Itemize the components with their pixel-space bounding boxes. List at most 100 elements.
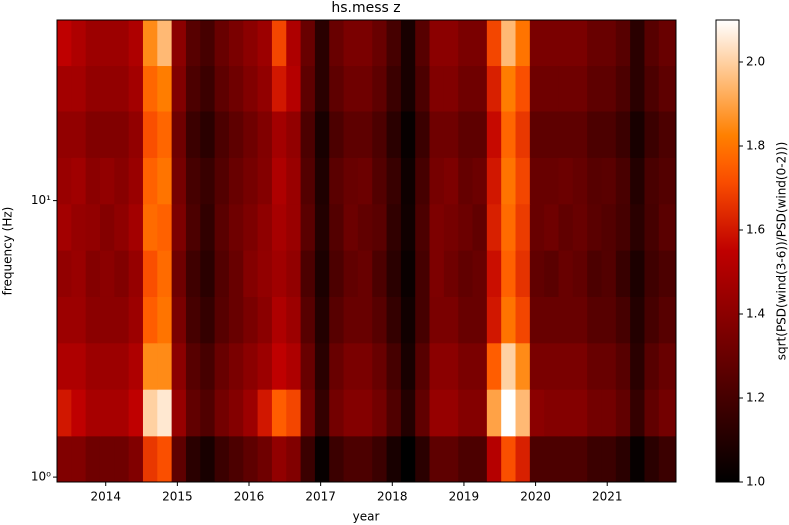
heatmap-cell (142, 296, 158, 344)
heatmap-cell (85, 111, 101, 158)
heatmap-cell (458, 111, 474, 158)
heatmap-cell (128, 65, 144, 112)
heatmap-cell (214, 65, 230, 112)
heatmap-cell (515, 157, 531, 205)
heatmap-cell (200, 435, 216, 483)
heatmap-cell (99, 342, 115, 390)
heatmap-cell (601, 111, 617, 158)
heatmap-cell (114, 250, 130, 297)
heatmap-cell (329, 435, 345, 483)
heatmap-cell (472, 296, 488, 344)
heatmap-cell (615, 296, 631, 344)
heatmap-cell (243, 157, 259, 205)
heatmap-cell (99, 435, 115, 483)
heatmap-cell (257, 296, 273, 344)
heatmap-cell (515, 342, 531, 390)
heatmap-cell (71, 20, 87, 67)
heatmap-cell (343, 65, 359, 112)
heatmap-cell (458, 250, 474, 297)
heatmap-cell (99, 20, 115, 67)
heatmap-cell (200, 65, 216, 112)
heatmap-cell (71, 296, 87, 344)
heatmap-cell (85, 435, 101, 483)
heatmap-cell (271, 20, 287, 67)
heatmap-cell (386, 250, 402, 297)
heatmap-cell (114, 342, 130, 390)
heatmap-cell (544, 342, 560, 390)
heatmap-cell (71, 157, 87, 205)
heatmap-cell (558, 435, 574, 483)
heatmap-cell (515, 296, 531, 344)
heatmap-cell (228, 342, 244, 390)
heatmap-cell (529, 65, 545, 112)
heatmap-cell (515, 20, 531, 67)
heatmap-cell (529, 157, 545, 205)
heatmap-cell (85, 65, 101, 112)
heatmap-cell (171, 389, 187, 437)
colorbar-tick-label: 1.8 (746, 139, 765, 153)
heatmap-cell (372, 111, 388, 158)
heatmap-cell (128, 203, 144, 251)
heatmap-cell (314, 157, 330, 205)
heatmap-cell (128, 389, 144, 437)
heatmap-cell (386, 20, 402, 67)
x-tick-label: 2018 (377, 490, 408, 504)
x-tick-label: 2016 (234, 490, 265, 504)
heatmap-cell (228, 435, 244, 483)
heatmap-cell (271, 111, 287, 158)
heatmap-cell (415, 389, 431, 437)
heatmap-cell (271, 250, 287, 297)
heatmap-cell (443, 157, 459, 205)
heatmap-cell (71, 65, 87, 112)
heatmap-cell (601, 250, 617, 297)
heatmap-cell (429, 435, 445, 483)
heatmap-cell (214, 20, 230, 67)
heatmap-cell (157, 250, 173, 297)
heatmap-cell (644, 296, 660, 344)
heatmap-cell (171, 157, 187, 205)
heatmap-cell (128, 250, 144, 297)
heatmap-cell (157, 342, 173, 390)
heatmap-cell (415, 111, 431, 158)
heatmap-cell (486, 20, 502, 67)
heatmap-cell (357, 342, 373, 390)
heatmap-cell (257, 20, 273, 67)
heatmap-cell (630, 389, 645, 437)
heatmap-cell (429, 342, 445, 390)
heatmap-cell (386, 296, 402, 344)
heatmap-cell (142, 435, 158, 483)
heatmap-cell (472, 20, 488, 67)
heatmap-cell (429, 65, 445, 112)
heatmap-cell (128, 157, 144, 205)
heatmap-cell (601, 65, 617, 112)
heatmap-cell (99, 157, 115, 205)
heatmap-cell (515, 65, 531, 112)
heatmap-cell (357, 389, 373, 437)
heatmap-cell (601, 389, 617, 437)
heatmap-cell (343, 20, 359, 67)
heatmap-cell (142, 342, 158, 390)
heatmap-cell (286, 203, 302, 251)
heatmap-cell (572, 203, 588, 251)
heatmap-cell (357, 296, 373, 344)
heatmap-cell (71, 250, 87, 297)
heatmap-cell (200, 203, 216, 251)
heatmap-cell (529, 435, 545, 483)
heatmap-cell (415, 296, 431, 344)
heatmap-cell (458, 20, 474, 67)
heatmap-cell (329, 65, 345, 112)
heatmap-cell (243, 296, 259, 344)
heatmap-cell (601, 296, 617, 344)
heatmap-cell (644, 157, 660, 205)
heatmap-cell (85, 389, 101, 437)
heatmap-cell (99, 111, 115, 158)
heatmap-cell (429, 157, 445, 205)
heatmap-cell (343, 157, 359, 205)
heatmap-cell (357, 157, 373, 205)
heatmap-cell (257, 157, 273, 205)
heatmap-cell (85, 203, 101, 251)
heatmap-cell (458, 435, 474, 483)
heatmap-cell (615, 20, 631, 67)
heatmap-cell (300, 389, 316, 437)
heatmap-cell (615, 203, 631, 251)
